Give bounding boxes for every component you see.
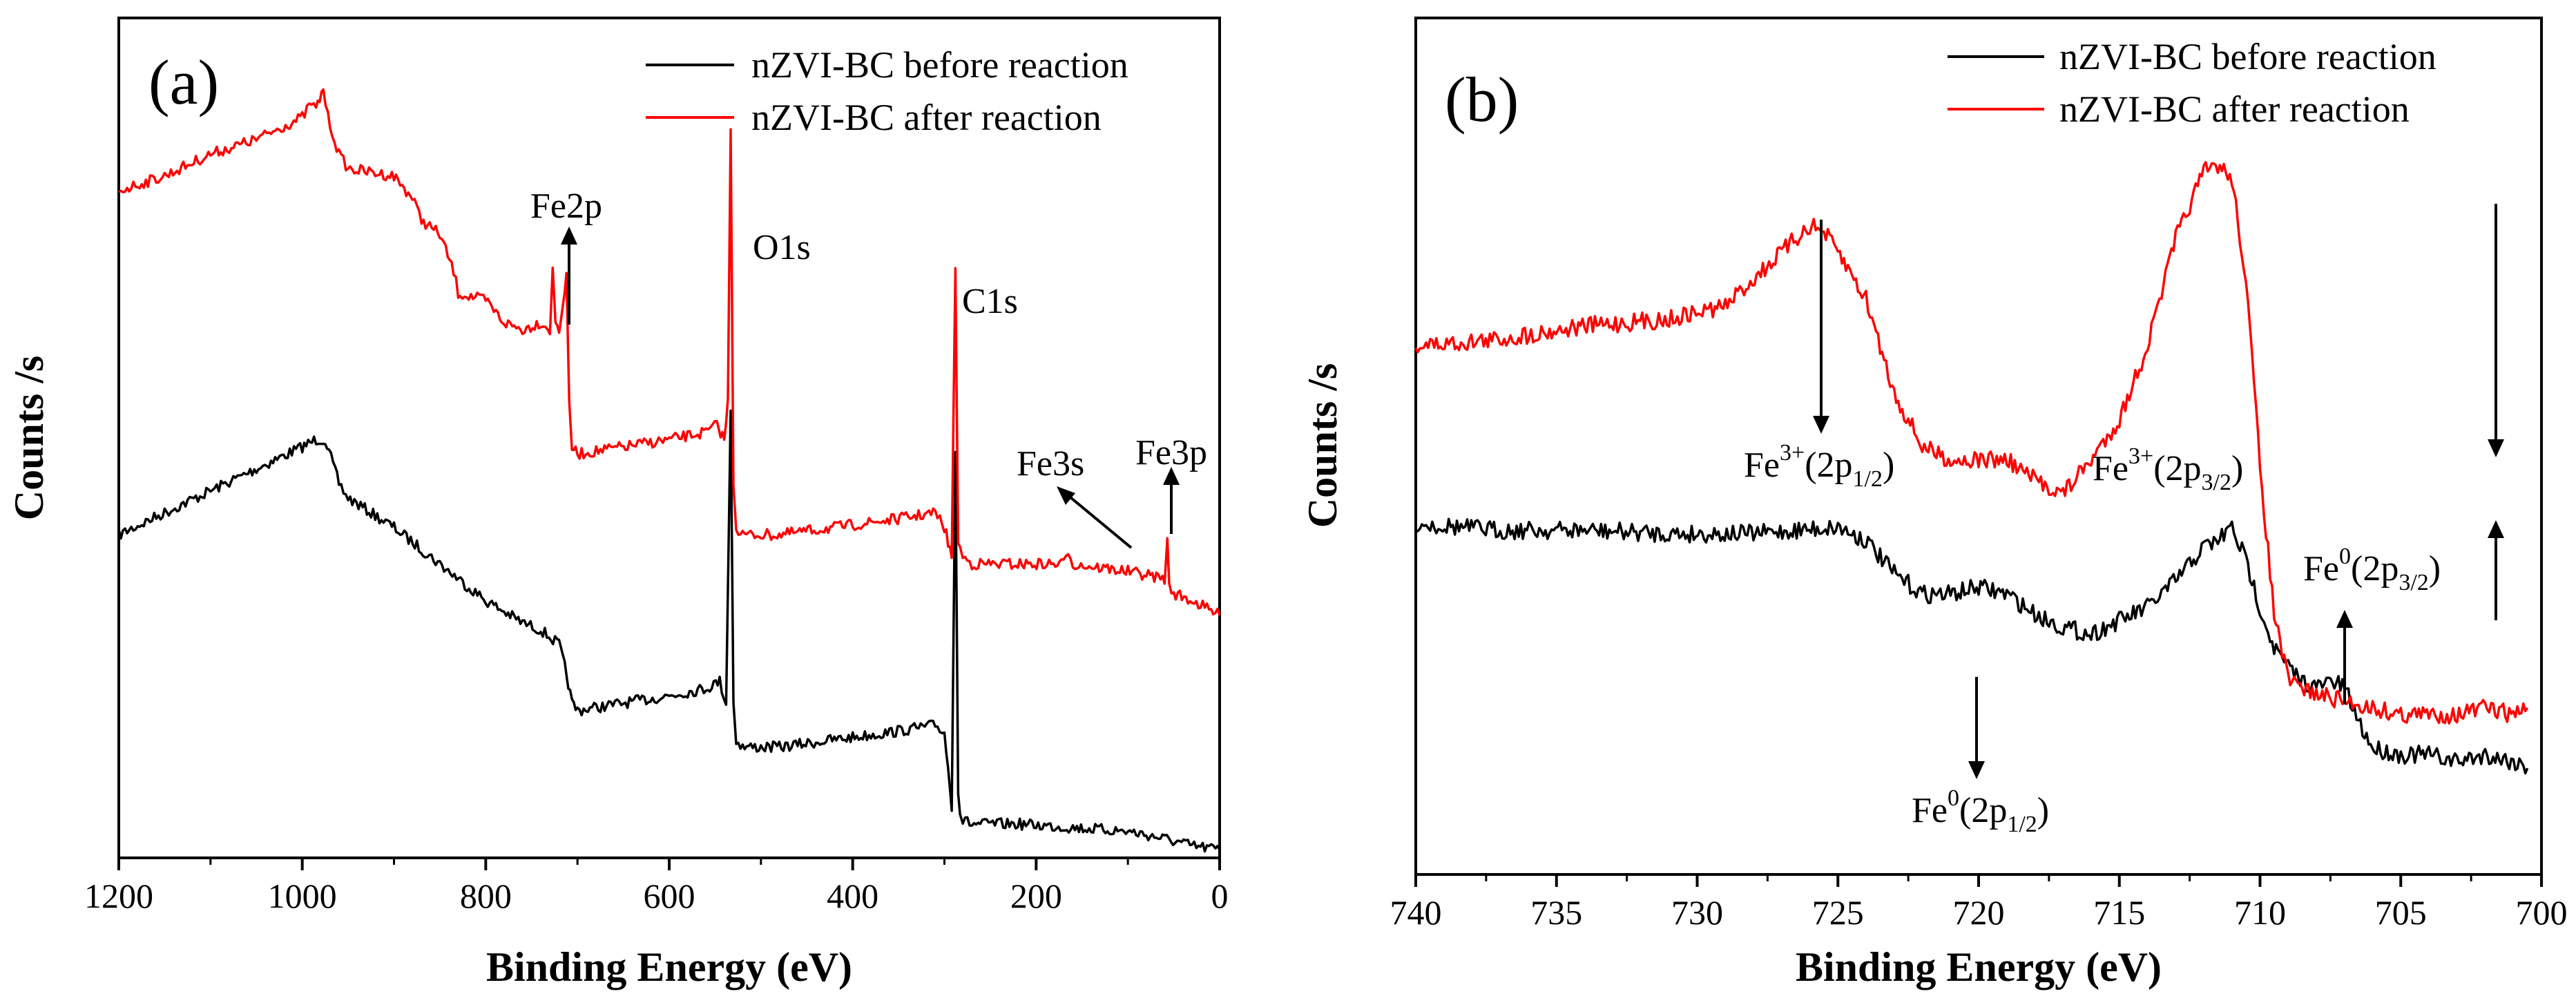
arrow-fe2p-head bbox=[561, 227, 577, 245]
annotations-a: Fe2p O1s C1s Fe3s Fe3p bbox=[530, 186, 1207, 549]
legend-label-after-b: nZVI-BC after reaction bbox=[2059, 88, 2410, 130]
anno-fe3plus-2p32-sub: 3/2 bbox=[2202, 470, 2231, 495]
anno-fe3plus-2p12-base: Fe bbox=[1744, 446, 1780, 485]
annotations-b: Fe3+(2p1/2) Fe3+(2p3/2) Fe0(2p1/2) Fe0( bbox=[1744, 204, 2504, 837]
panel-a: 1200 1000 800 600 400 200 0 (a) nZVI-BC before… bbox=[6, 17, 1229, 990]
anno-fe3plus-2p12-sub: 1/2 bbox=[1853, 466, 1883, 492]
arrow-fe3p-head bbox=[1163, 467, 1180, 485]
anno-fe0-2p32-sup: 0 bbox=[2339, 544, 2351, 569]
x-tick-label: 1200 bbox=[84, 877, 153, 915]
legend-label-before-b: nZVI-BC before reaction bbox=[2059, 36, 2436, 77]
x-tick-label: 1000 bbox=[268, 877, 337, 915]
anno-fe0-2p32-base: Fe bbox=[2303, 549, 2339, 588]
series-group-b bbox=[1414, 161, 2529, 775]
annotation-c1s: C1s bbox=[962, 282, 1018, 321]
anno-fe3plus-2p32-sup: 3+ bbox=[2128, 443, 2153, 469]
x-tick-label: 600 bbox=[644, 877, 695, 915]
annotation-fe0-2p32: Fe0(2p3/2) bbox=[2303, 544, 2441, 595]
series-group-a bbox=[117, 88, 1221, 853]
annotation-fe0-2p12: Fe0(2p1/2) bbox=[1912, 785, 2049, 837]
panel-label-b: (b) bbox=[1445, 64, 1519, 135]
anno-fe0-2p12-sup: 0 bbox=[1948, 785, 1959, 811]
x-tick-label: 730 bbox=[1671, 893, 1723, 932]
series-line-before-a bbox=[117, 409, 1221, 853]
series-line-after-b bbox=[1414, 161, 2529, 725]
arrow-fe0-2p12-head bbox=[1968, 761, 1985, 779]
arrow-fe3plus-2p32-head bbox=[2488, 439, 2504, 457]
anno-fe3plus-2p12-open: (2p bbox=[1805, 446, 1852, 485]
anno-fe3plus-2p32-base: Fe bbox=[2093, 449, 2128, 488]
x-tick-label: 715 bbox=[2093, 893, 2145, 932]
anno-fe0-2p32-sub: 3/2 bbox=[2399, 570, 2428, 595]
anno-fe0-2p32-open: (2p bbox=[2351, 549, 2399, 588]
panel-b: 740 735 730 725 720 715 710 705 700 (b) nZVI-BC … bbox=[1300, 17, 2568, 990]
x-tick-label: 400 bbox=[827, 877, 878, 915]
anno-fe0-2p12-sub: 1/2 bbox=[2007, 812, 2037, 837]
annotation-fe3plus-2p12: Fe3+(2p1/2) bbox=[1744, 440, 1894, 492]
x-tick-label: 700 bbox=[2516, 893, 2568, 932]
x-tick-label: 740 bbox=[1390, 893, 1442, 932]
anno-fe3plus-2p12-sup: 3+ bbox=[1780, 440, 1805, 466]
x-axis-ticks-a: 1200 1000 800 600 400 200 0 bbox=[84, 858, 1229, 915]
anno-fe3plus-2p12-close: ) bbox=[1883, 446, 1894, 485]
legend-label-before-a: nZVI-BC before reaction bbox=[751, 44, 1128, 86]
x-tick-label: 200 bbox=[1010, 877, 1062, 915]
arrow-fe3plus-2p12-head bbox=[1813, 416, 1829, 434]
anno-fe3plus-2p32-open: (2p bbox=[2153, 449, 2201, 488]
panel-label-a: (a) bbox=[148, 47, 219, 117]
x-tick-label: 0 bbox=[1211, 877, 1229, 915]
series-line-after-a bbox=[118, 88, 1221, 616]
anno-fe3plus-2p32-close: ) bbox=[2231, 449, 2243, 488]
legend-a: nZVI-BC before reaction nZVI-BC after re… bbox=[646, 44, 1128, 138]
x-tick-label: 710 bbox=[2234, 893, 2286, 932]
annotation-fe2p: Fe2p bbox=[530, 186, 602, 226]
x-tick-label: 800 bbox=[460, 877, 512, 915]
annotation-fe3p: Fe3p bbox=[1135, 433, 1207, 472]
arrow-fe3s-head bbox=[1057, 486, 1075, 505]
annotation-fe3plus-2p32: Fe3+(2p3/2) bbox=[2093, 443, 2243, 495]
annotation-fe3s: Fe3s bbox=[1017, 444, 1084, 484]
annotation-o1s: O1s bbox=[753, 228, 811, 267]
anno-fe0-2p12-close: ) bbox=[2037, 791, 2049, 830]
y-axis-label-b: Counts /s bbox=[1300, 363, 1345, 528]
x-axis-label-a: Binding Energy (eV) bbox=[486, 944, 852, 990]
x-tick-label: 720 bbox=[1953, 893, 2005, 932]
x-axis-ticks-b: 740 735 730 725 720 715 710 705 700 bbox=[1390, 874, 2568, 932]
anno-fe0-2p12-base: Fe bbox=[1912, 791, 1948, 830]
anno-fe0-2p32-close: ) bbox=[2429, 549, 2441, 588]
x-tick-label: 705 bbox=[2375, 893, 2427, 932]
arrow-fe0-2p32-head bbox=[2336, 610, 2353, 628]
y-axis-label-a: Counts /s bbox=[6, 356, 52, 520]
x-tick-label: 725 bbox=[1812, 893, 1864, 932]
anno-fe0-2p12-open: (2p bbox=[1959, 791, 2007, 830]
legend-b: nZVI-BC before reaction nZVI-BC after re… bbox=[1948, 36, 2436, 130]
legend-label-after-a: nZVI-BC after reaction bbox=[751, 97, 1102, 138]
x-axis-label-b: Binding Energy (eV) bbox=[1796, 944, 2162, 990]
x-tick-label: 735 bbox=[1530, 893, 1582, 932]
arrow-up-2p32-head bbox=[2488, 520, 2504, 538]
arrow-fe3s bbox=[1066, 493, 1133, 549]
